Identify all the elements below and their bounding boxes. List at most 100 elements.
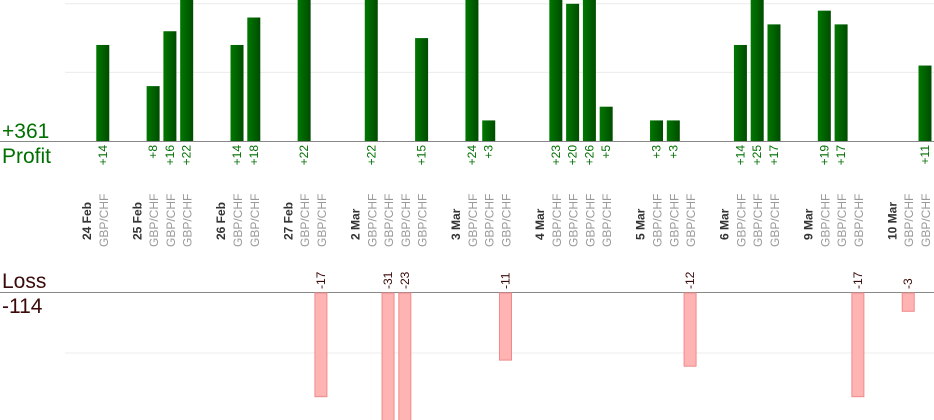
profit-value-label: +17 [834, 145, 848, 166]
pair-label: GBP/CHF [500, 194, 514, 247]
pair-label: GBP/CHF [248, 194, 262, 247]
profit-bar [750, 0, 764, 141]
profit-value-label: +19 [817, 145, 831, 166]
pair-label: GBP/CHF [567, 194, 581, 247]
profit-value-label: +3 [666, 145, 680, 159]
profit-value-label: +15 [415, 145, 429, 166]
loss-value-label: -12 [683, 271, 697, 289]
date-label: 2 Mar [348, 208, 362, 240]
pair-label: GBP/CHF [835, 194, 849, 247]
loss-value-label: -11 [499, 272, 513, 289]
profit-value-label: +23 [549, 145, 563, 166]
profit-bar [817, 10, 831, 141]
pair-label: GBP/CHF [231, 194, 245, 247]
pair-label: GBP/CHF [651, 194, 665, 247]
profit-bar [163, 31, 177, 142]
pair-label: GBP/CHF [416, 194, 430, 247]
date-label: 6 Mar [718, 208, 732, 240]
profit-value-label: +24 [465, 145, 479, 166]
pair-label: GBP/CHF [483, 194, 497, 247]
date-label: 25 Feb [130, 202, 144, 240]
profit-value-label: +14 [230, 145, 244, 166]
profit-value-label: +22 [180, 145, 194, 166]
pair-label: GBP/CHF [667, 194, 681, 247]
loss-total: -114 [2, 295, 43, 318]
loss-bar [683, 292, 697, 367]
loss-bar [499, 292, 512, 361]
date-label: 4 Mar [533, 208, 547, 240]
date-label: 5 Mar [634, 208, 648, 240]
profit-total: +361 [2, 120, 49, 143]
pair-label: GBP/CHF [902, 194, 916, 247]
profit-bar [566, 3, 580, 141]
profit-bar [415, 38, 429, 141]
profit-value-label: +25 [750, 145, 764, 166]
pair-label: GBP/CHF [852, 194, 866, 247]
profit-bar [465, 0, 479, 141]
loss-value-label: -3 [901, 278, 915, 289]
profit-bar [582, 0, 596, 141]
profit-value-label: +8 [146, 145, 160, 159]
pair-label: GBP/CHF [315, 194, 329, 247]
date-label: 27 Feb [281, 202, 295, 240]
profit-bar [666, 120, 680, 141]
loss-value-label: -31 [381, 271, 395, 289]
profit-value-label: +16 [163, 145, 177, 166]
pair-label: GBP/CHF [147, 194, 161, 247]
pair-label: GBP/CHF [818, 194, 832, 247]
profit-bar [146, 86, 160, 141]
profit-axis-label: Profit [2, 145, 51, 168]
profit-bar [482, 120, 496, 141]
profit-value-label: +5 [599, 145, 613, 159]
pair-label: GBP/CHF [919, 194, 933, 247]
date-label: 9 Mar [802, 208, 816, 240]
pair-label: GBP/CHF [181, 194, 195, 247]
date-label: 10 Mar [885, 202, 899, 240]
pair-label: GBP/CHF [583, 194, 597, 247]
loss-value-label: -23 [398, 271, 412, 289]
loss-bar [314, 292, 328, 398]
profit-bar [247, 17, 261, 141]
pair-label: GBP/CHF [399, 194, 413, 247]
loss-bar [398, 292, 412, 420]
pair-label: GBP/CHF [298, 194, 312, 247]
pair-label: GBP/CHF [164, 194, 178, 247]
loss-bar [901, 292, 915, 312]
profit-value-label: +18 [247, 145, 261, 166]
profit-value-label: +3 [482, 145, 496, 159]
profit-bar [297, 0, 311, 141]
profit-bar [650, 120, 664, 141]
loss-axis-label: Loss [2, 270, 46, 293]
pair-label: GBP/CHF [466, 194, 480, 247]
profit-value-label: +14 [733, 145, 747, 166]
profit-value-label: +22 [297, 145, 311, 166]
profit-bar [96, 44, 110, 141]
profit-bar [549, 0, 563, 141]
loss-value-label: -17 [851, 271, 865, 289]
pair-label: GBP/CHF [684, 194, 698, 247]
pair-label: GBP/CHF [550, 194, 564, 247]
pair-label: GBP/CHF [600, 194, 614, 247]
profit-bar [834, 24, 848, 142]
loss-value-label: -17 [314, 271, 328, 289]
loss-bar [851, 292, 865, 398]
profit-bar [364, 0, 378, 141]
profit-bar [767, 24, 781, 142]
profit-value-label: +22 [364, 145, 378, 166]
pair-label: GBP/CHF [365, 194, 379, 247]
pair-label: GBP/CHF [734, 194, 748, 247]
profit-bar [733, 44, 747, 141]
date-label: 26 Feb [214, 202, 228, 240]
profit-value-label: +17 [767, 145, 781, 166]
pair-label: GBP/CHF [768, 194, 782, 247]
profit-value-label: +11 [918, 145, 932, 165]
profit-value-label: +3 [650, 145, 664, 159]
date-label: 24 Feb [80, 202, 94, 240]
profit-bar [599, 106, 613, 141]
profit-bar [180, 0, 194, 141]
loss-bar [381, 292, 395, 420]
pair-label: GBP/CHF [382, 194, 396, 247]
profit-value-label: +20 [566, 145, 580, 166]
profit-bar [918, 65, 932, 141]
